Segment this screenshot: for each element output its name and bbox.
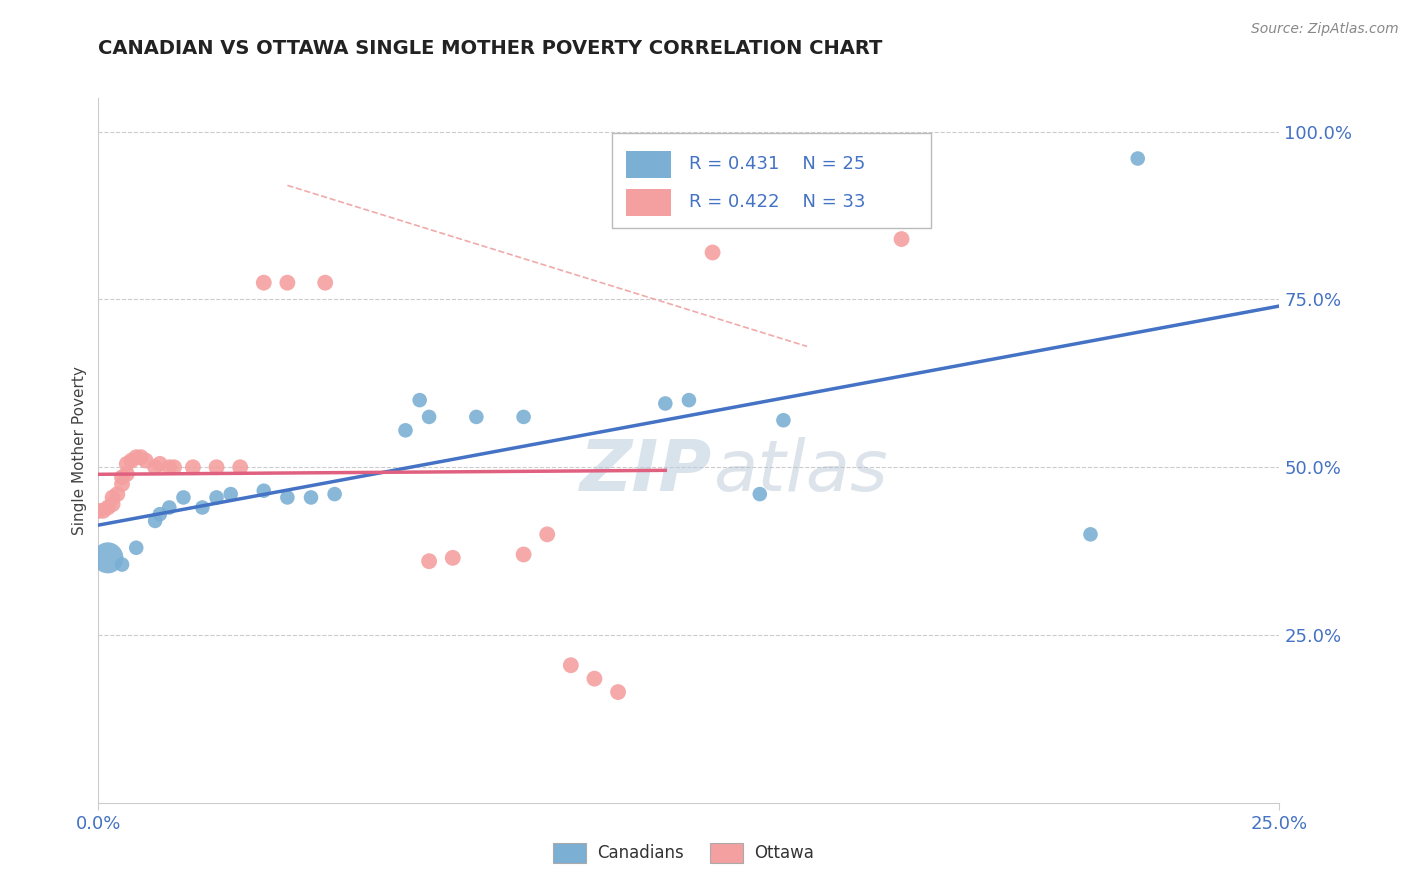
Point	[115, 457, 138, 471]
Point	[105, 487, 128, 501]
FancyBboxPatch shape	[612, 134, 931, 228]
Point	[125, 450, 148, 465]
Point	[172, 491, 194, 505]
Text: Source: ZipAtlas.com: Source: ZipAtlas.com	[1251, 22, 1399, 37]
Point	[441, 550, 464, 565]
Point	[149, 457, 172, 471]
Point	[536, 527, 558, 541]
Point	[418, 409, 440, 424]
Point	[678, 393, 700, 408]
Point	[394, 423, 416, 437]
Point	[111, 558, 134, 572]
Point	[181, 460, 204, 475]
Point	[253, 483, 276, 498]
Point	[299, 491, 322, 505]
Point	[149, 507, 172, 521]
FancyBboxPatch shape	[710, 843, 744, 863]
Point	[512, 409, 534, 424]
Text: CANADIAN VS OTTAWA SINGLE MOTHER POVERTY CORRELATION CHART: CANADIAN VS OTTAWA SINGLE MOTHER POVERTY…	[98, 39, 883, 58]
Text: atlas: atlas	[713, 437, 887, 506]
Point	[97, 500, 120, 515]
Y-axis label: Single Mother Poverty: Single Mother Poverty	[72, 366, 87, 535]
Point	[654, 396, 676, 410]
Point	[748, 487, 770, 501]
Point	[560, 658, 582, 673]
Point	[408, 393, 430, 408]
Point	[157, 460, 180, 475]
Point	[702, 245, 724, 260]
Point	[121, 453, 143, 467]
Point	[253, 276, 276, 290]
Point	[115, 467, 138, 481]
Point	[129, 450, 152, 465]
Point	[125, 541, 148, 555]
Point	[772, 413, 794, 427]
Point	[111, 477, 134, 491]
Point	[143, 514, 166, 528]
Point	[101, 497, 124, 511]
Point	[205, 491, 228, 505]
Point	[101, 491, 124, 505]
Point	[465, 409, 488, 424]
Text: Ottawa: Ottawa	[754, 844, 814, 862]
Point	[314, 276, 336, 290]
Point	[276, 491, 298, 505]
Point	[87, 504, 110, 518]
Point	[1126, 152, 1149, 166]
Point	[205, 460, 228, 475]
Point	[323, 487, 346, 501]
Point	[276, 276, 298, 290]
Point	[229, 460, 252, 475]
FancyBboxPatch shape	[626, 189, 671, 216]
Point	[143, 460, 166, 475]
Point	[583, 672, 606, 686]
Point	[219, 487, 242, 501]
Point	[607, 685, 630, 699]
FancyBboxPatch shape	[553, 843, 586, 863]
Point	[157, 500, 180, 515]
Point	[512, 548, 534, 562]
Point	[97, 550, 120, 565]
Point	[135, 453, 157, 467]
Text: R = 0.422    N = 33: R = 0.422 N = 33	[689, 194, 866, 211]
Point	[111, 470, 134, 484]
Text: R = 0.431    N = 25: R = 0.431 N = 25	[689, 155, 865, 173]
FancyBboxPatch shape	[626, 151, 671, 178]
Point	[191, 500, 214, 515]
Text: Canadians: Canadians	[596, 844, 683, 862]
Point	[163, 460, 186, 475]
Text: ZIP: ZIP	[581, 437, 713, 506]
Point	[418, 554, 440, 568]
Point	[91, 504, 114, 518]
Point	[1080, 527, 1102, 541]
Point	[890, 232, 912, 246]
